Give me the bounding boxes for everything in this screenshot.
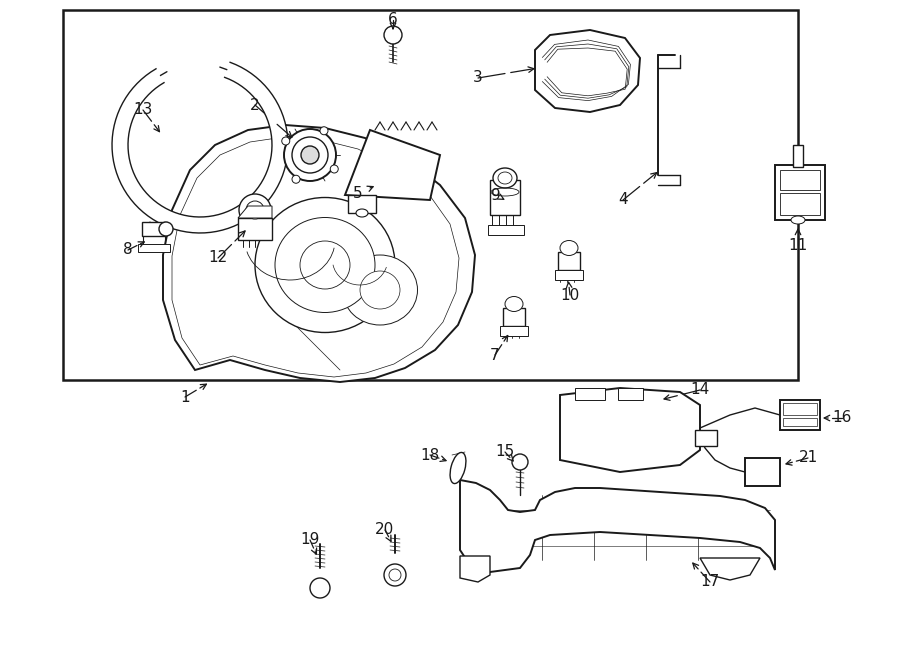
Polygon shape bbox=[535, 30, 640, 112]
Ellipse shape bbox=[389, 569, 401, 581]
Bar bbox=[793, 145, 803, 167]
Text: 7: 7 bbox=[491, 348, 500, 362]
Bar bbox=[490, 180, 520, 215]
Bar bbox=[503, 308, 525, 326]
Text: 12: 12 bbox=[209, 251, 228, 266]
Text: 18: 18 bbox=[420, 447, 439, 463]
Text: 19: 19 bbox=[301, 533, 320, 547]
Text: 2: 2 bbox=[250, 98, 260, 112]
Ellipse shape bbox=[275, 217, 375, 313]
Polygon shape bbox=[163, 125, 475, 382]
Text: 3: 3 bbox=[473, 71, 483, 85]
Bar bbox=[780, 193, 820, 215]
Polygon shape bbox=[700, 558, 760, 580]
Bar bbox=[780, 170, 820, 190]
Polygon shape bbox=[460, 556, 490, 582]
Bar bbox=[348, 195, 376, 213]
Ellipse shape bbox=[505, 297, 523, 311]
Bar bbox=[783, 418, 817, 426]
Ellipse shape bbox=[282, 137, 290, 145]
Polygon shape bbox=[238, 206, 272, 218]
Polygon shape bbox=[112, 62, 288, 233]
Bar bbox=[783, 403, 817, 415]
Ellipse shape bbox=[791, 216, 805, 224]
Text: 5: 5 bbox=[353, 186, 363, 200]
Bar bbox=[780, 400, 820, 430]
Ellipse shape bbox=[292, 137, 328, 173]
Text: 14: 14 bbox=[690, 383, 709, 397]
Text: 20: 20 bbox=[375, 522, 394, 537]
Bar bbox=[695, 430, 717, 446]
Ellipse shape bbox=[384, 26, 402, 44]
Polygon shape bbox=[345, 130, 440, 200]
Ellipse shape bbox=[450, 452, 466, 484]
Ellipse shape bbox=[301, 146, 319, 164]
Text: 21: 21 bbox=[798, 451, 817, 465]
Text: 9: 9 bbox=[491, 188, 501, 202]
Ellipse shape bbox=[384, 564, 406, 586]
Ellipse shape bbox=[310, 578, 330, 598]
Ellipse shape bbox=[239, 194, 271, 226]
Ellipse shape bbox=[330, 165, 338, 173]
Ellipse shape bbox=[292, 175, 300, 183]
Polygon shape bbox=[560, 388, 700, 472]
Bar bbox=[558, 252, 580, 270]
Ellipse shape bbox=[356, 209, 368, 217]
Text: 13: 13 bbox=[133, 102, 153, 118]
Ellipse shape bbox=[255, 198, 395, 332]
Text: 17: 17 bbox=[700, 574, 720, 590]
Polygon shape bbox=[460, 480, 775, 572]
Bar bbox=[142, 222, 166, 236]
Bar bbox=[488, 225, 524, 235]
Text: 16: 16 bbox=[832, 410, 851, 426]
Bar bbox=[575, 388, 605, 400]
Ellipse shape bbox=[560, 241, 578, 256]
Bar bbox=[238, 218, 272, 240]
Ellipse shape bbox=[284, 129, 336, 181]
Bar bbox=[775, 165, 825, 220]
Ellipse shape bbox=[498, 172, 512, 184]
Bar bbox=[618, 388, 643, 400]
Ellipse shape bbox=[300, 241, 350, 289]
Text: 10: 10 bbox=[561, 288, 580, 303]
Ellipse shape bbox=[493, 168, 517, 188]
Text: 11: 11 bbox=[788, 237, 807, 253]
Bar bbox=[745, 458, 780, 486]
Bar bbox=[138, 244, 170, 252]
Bar bbox=[555, 270, 583, 280]
Bar bbox=[500, 326, 528, 336]
Text: 8: 8 bbox=[123, 243, 133, 258]
Ellipse shape bbox=[360, 271, 400, 309]
Text: 6: 6 bbox=[388, 13, 398, 28]
Text: 15: 15 bbox=[495, 444, 515, 459]
Bar bbox=[63, 10, 798, 380]
Ellipse shape bbox=[320, 127, 328, 135]
Ellipse shape bbox=[343, 255, 418, 325]
Text: 4: 4 bbox=[618, 192, 628, 208]
Ellipse shape bbox=[246, 201, 264, 219]
Ellipse shape bbox=[159, 222, 173, 236]
Ellipse shape bbox=[512, 454, 528, 470]
Text: 1: 1 bbox=[180, 389, 190, 405]
